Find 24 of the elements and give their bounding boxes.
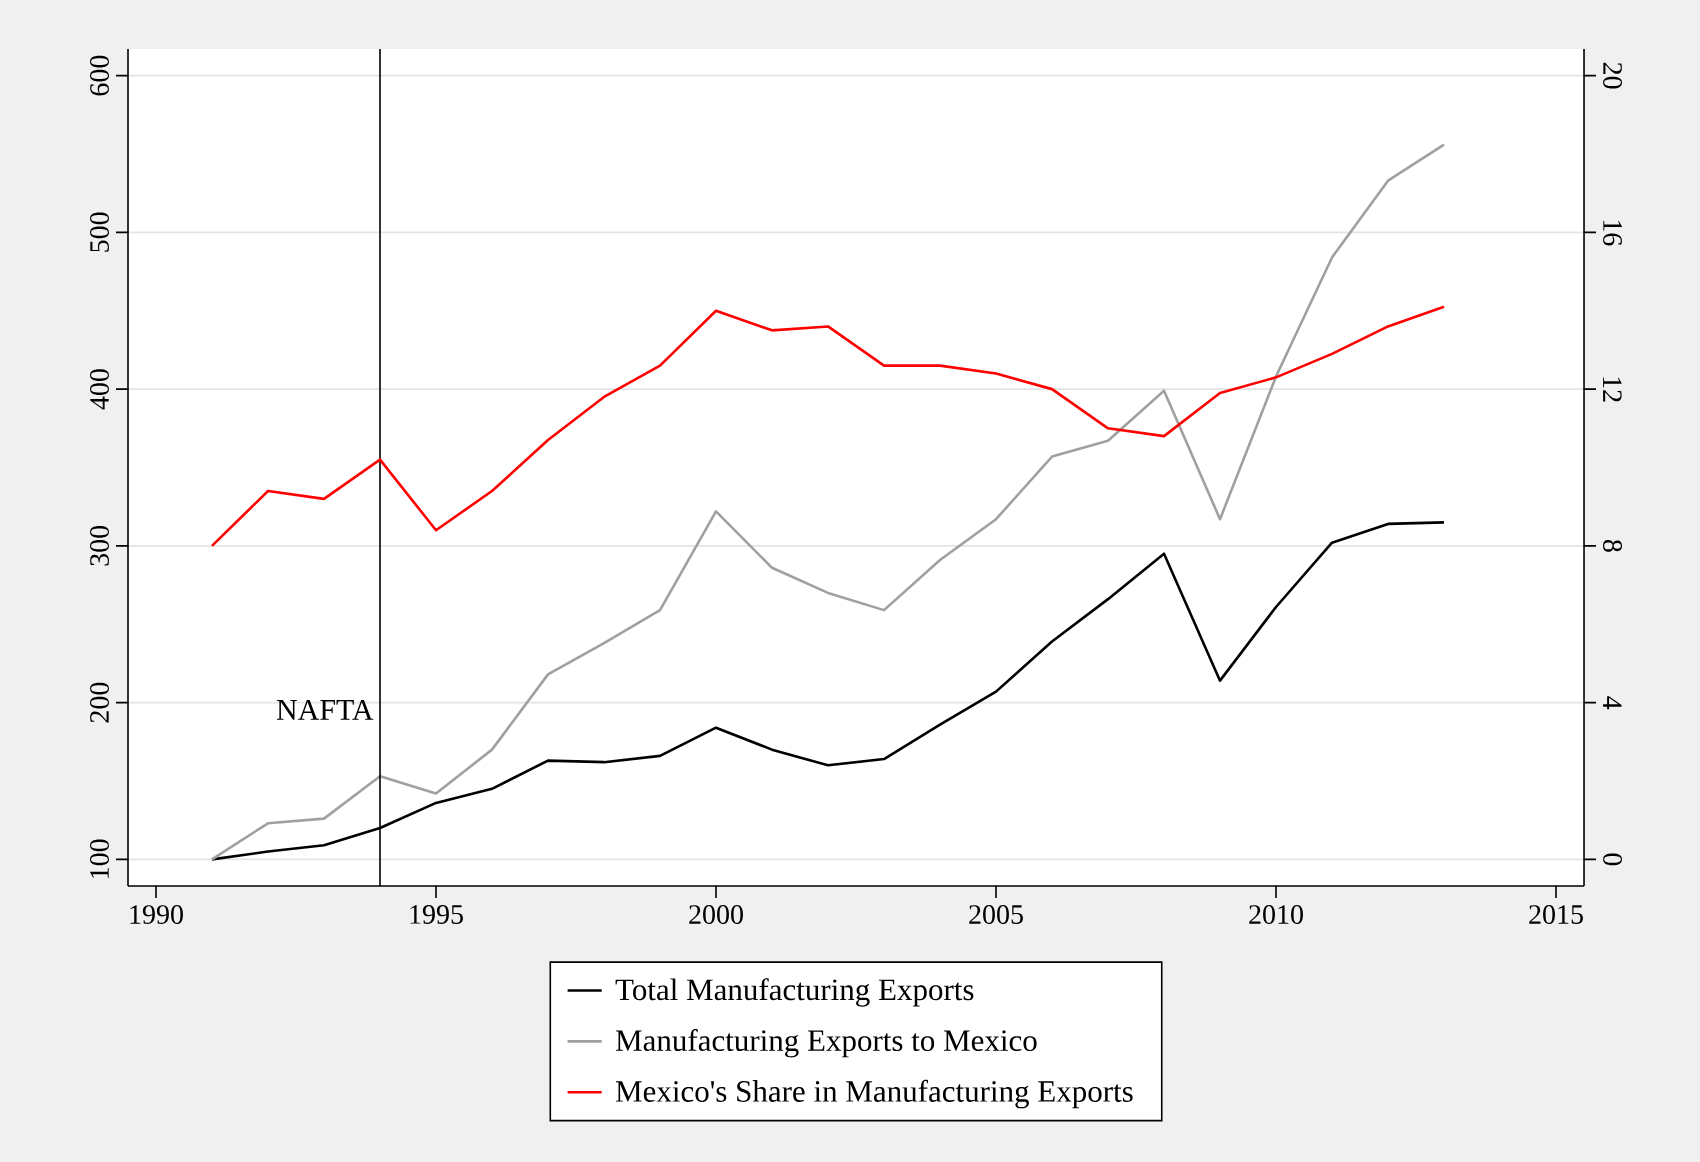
x-tick-label: 1995 (410, 905, 463, 924)
y2-tick-label: 0 (1603, 853, 1622, 866)
line-series (210, 305, 1446, 548)
y-tick-label: 200 (90, 682, 109, 723)
ref-line-label: NAFTA (276, 699, 374, 720)
legend-label: Total Manufacturing Exports (615, 978, 974, 1007)
x-tick-label: 2005 (969, 905, 1023, 924)
legend-label: Mexico's Share in Manufacturing Exports (615, 1079, 1133, 1109)
y-tick-label: 100 (90, 839, 109, 878)
legend-label: Manufacturing Exports to Mexico (615, 1028, 1037, 1058)
y2-tick-label: 20 (1603, 62, 1622, 89)
x-tick-label: 2000 (689, 905, 743, 924)
y-tick-label: 300 (90, 525, 109, 566)
x-tick-label: 2015 (1529, 905, 1583, 924)
y-tick-label: 400 (90, 369, 109, 410)
line-series (210, 143, 1446, 861)
y2-tick-label: 12 (1603, 377, 1622, 402)
y2-tick-label: 4 (1603, 696, 1622, 710)
y-tick-label: 600 (90, 55, 109, 96)
y-tick-label: 500 (90, 212, 109, 252)
y2-tick-label: 16 (1603, 220, 1622, 246)
y2-tick-label: 8 (1603, 539, 1622, 552)
x-tick-label: 1990 (130, 905, 183, 924)
x-tick-label: 2010 (1249, 905, 1303, 924)
